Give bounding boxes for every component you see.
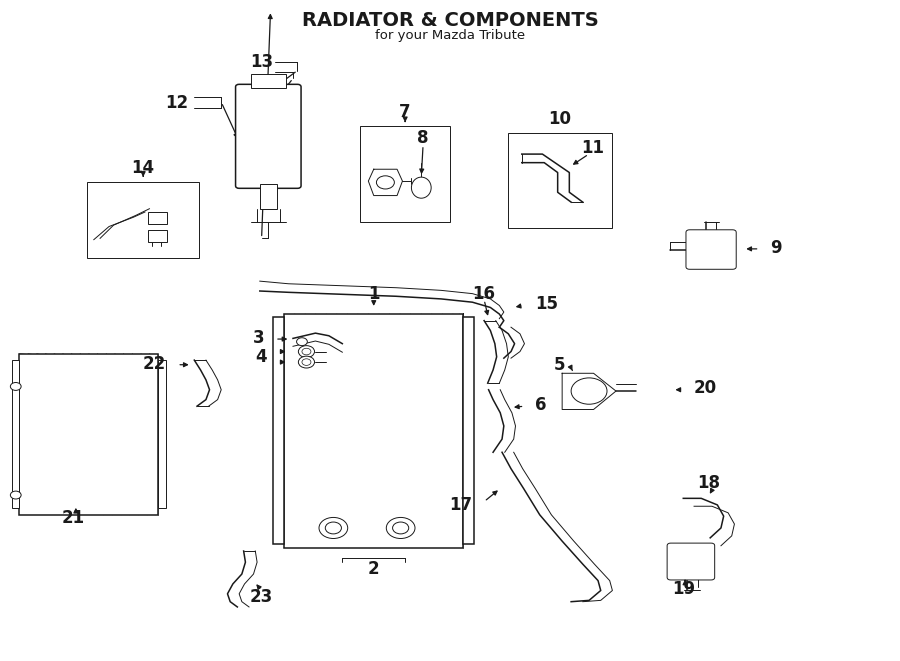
Text: for your Mazda Tribute: for your Mazda Tribute xyxy=(375,29,525,42)
Text: 2: 2 xyxy=(368,560,380,578)
Circle shape xyxy=(319,518,347,539)
Bar xyxy=(464,317,474,545)
Text: 14: 14 xyxy=(131,159,155,177)
Text: RADIATOR & COMPONENTS: RADIATOR & COMPONENTS xyxy=(302,11,598,30)
Circle shape xyxy=(299,356,314,368)
Bar xyxy=(19,354,158,515)
Text: 9: 9 xyxy=(770,239,782,257)
Bar xyxy=(508,133,611,229)
Bar xyxy=(259,184,277,209)
Text: 7: 7 xyxy=(400,103,411,121)
Bar xyxy=(284,314,464,548)
Text: 21: 21 xyxy=(61,509,85,527)
Text: 3: 3 xyxy=(253,329,265,348)
Text: 4: 4 xyxy=(256,348,267,366)
Text: 13: 13 xyxy=(250,53,273,71)
Bar xyxy=(148,212,167,224)
Bar xyxy=(13,360,19,508)
Text: 17: 17 xyxy=(449,496,473,514)
Bar xyxy=(158,360,166,508)
Text: 16: 16 xyxy=(472,286,496,303)
Circle shape xyxy=(392,522,409,534)
Ellipse shape xyxy=(411,177,431,198)
Text: 15: 15 xyxy=(536,295,558,313)
Bar xyxy=(251,74,286,89)
Bar xyxy=(274,317,284,545)
Bar xyxy=(360,126,450,222)
Text: 10: 10 xyxy=(548,110,572,128)
Text: 18: 18 xyxy=(697,474,720,492)
Text: 23: 23 xyxy=(250,588,274,606)
Circle shape xyxy=(297,338,307,346)
Circle shape xyxy=(302,348,310,355)
Circle shape xyxy=(572,378,607,405)
Text: 6: 6 xyxy=(536,396,546,414)
Text: 8: 8 xyxy=(418,130,428,147)
Text: 5: 5 xyxy=(554,356,565,373)
FancyBboxPatch shape xyxy=(667,543,715,580)
Bar xyxy=(148,230,167,242)
Text: 12: 12 xyxy=(165,95,188,112)
Circle shape xyxy=(376,176,394,189)
Circle shape xyxy=(11,383,21,391)
Circle shape xyxy=(302,359,310,366)
Circle shape xyxy=(11,491,21,499)
FancyBboxPatch shape xyxy=(686,230,736,269)
FancyBboxPatch shape xyxy=(236,85,302,188)
Circle shape xyxy=(325,522,341,534)
Circle shape xyxy=(386,518,415,539)
Text: 11: 11 xyxy=(581,139,605,157)
Circle shape xyxy=(299,346,314,358)
Text: 20: 20 xyxy=(694,379,717,397)
Text: 22: 22 xyxy=(142,355,166,373)
Text: 1: 1 xyxy=(368,286,380,303)
Bar xyxy=(86,182,199,258)
Text: 19: 19 xyxy=(671,580,695,598)
